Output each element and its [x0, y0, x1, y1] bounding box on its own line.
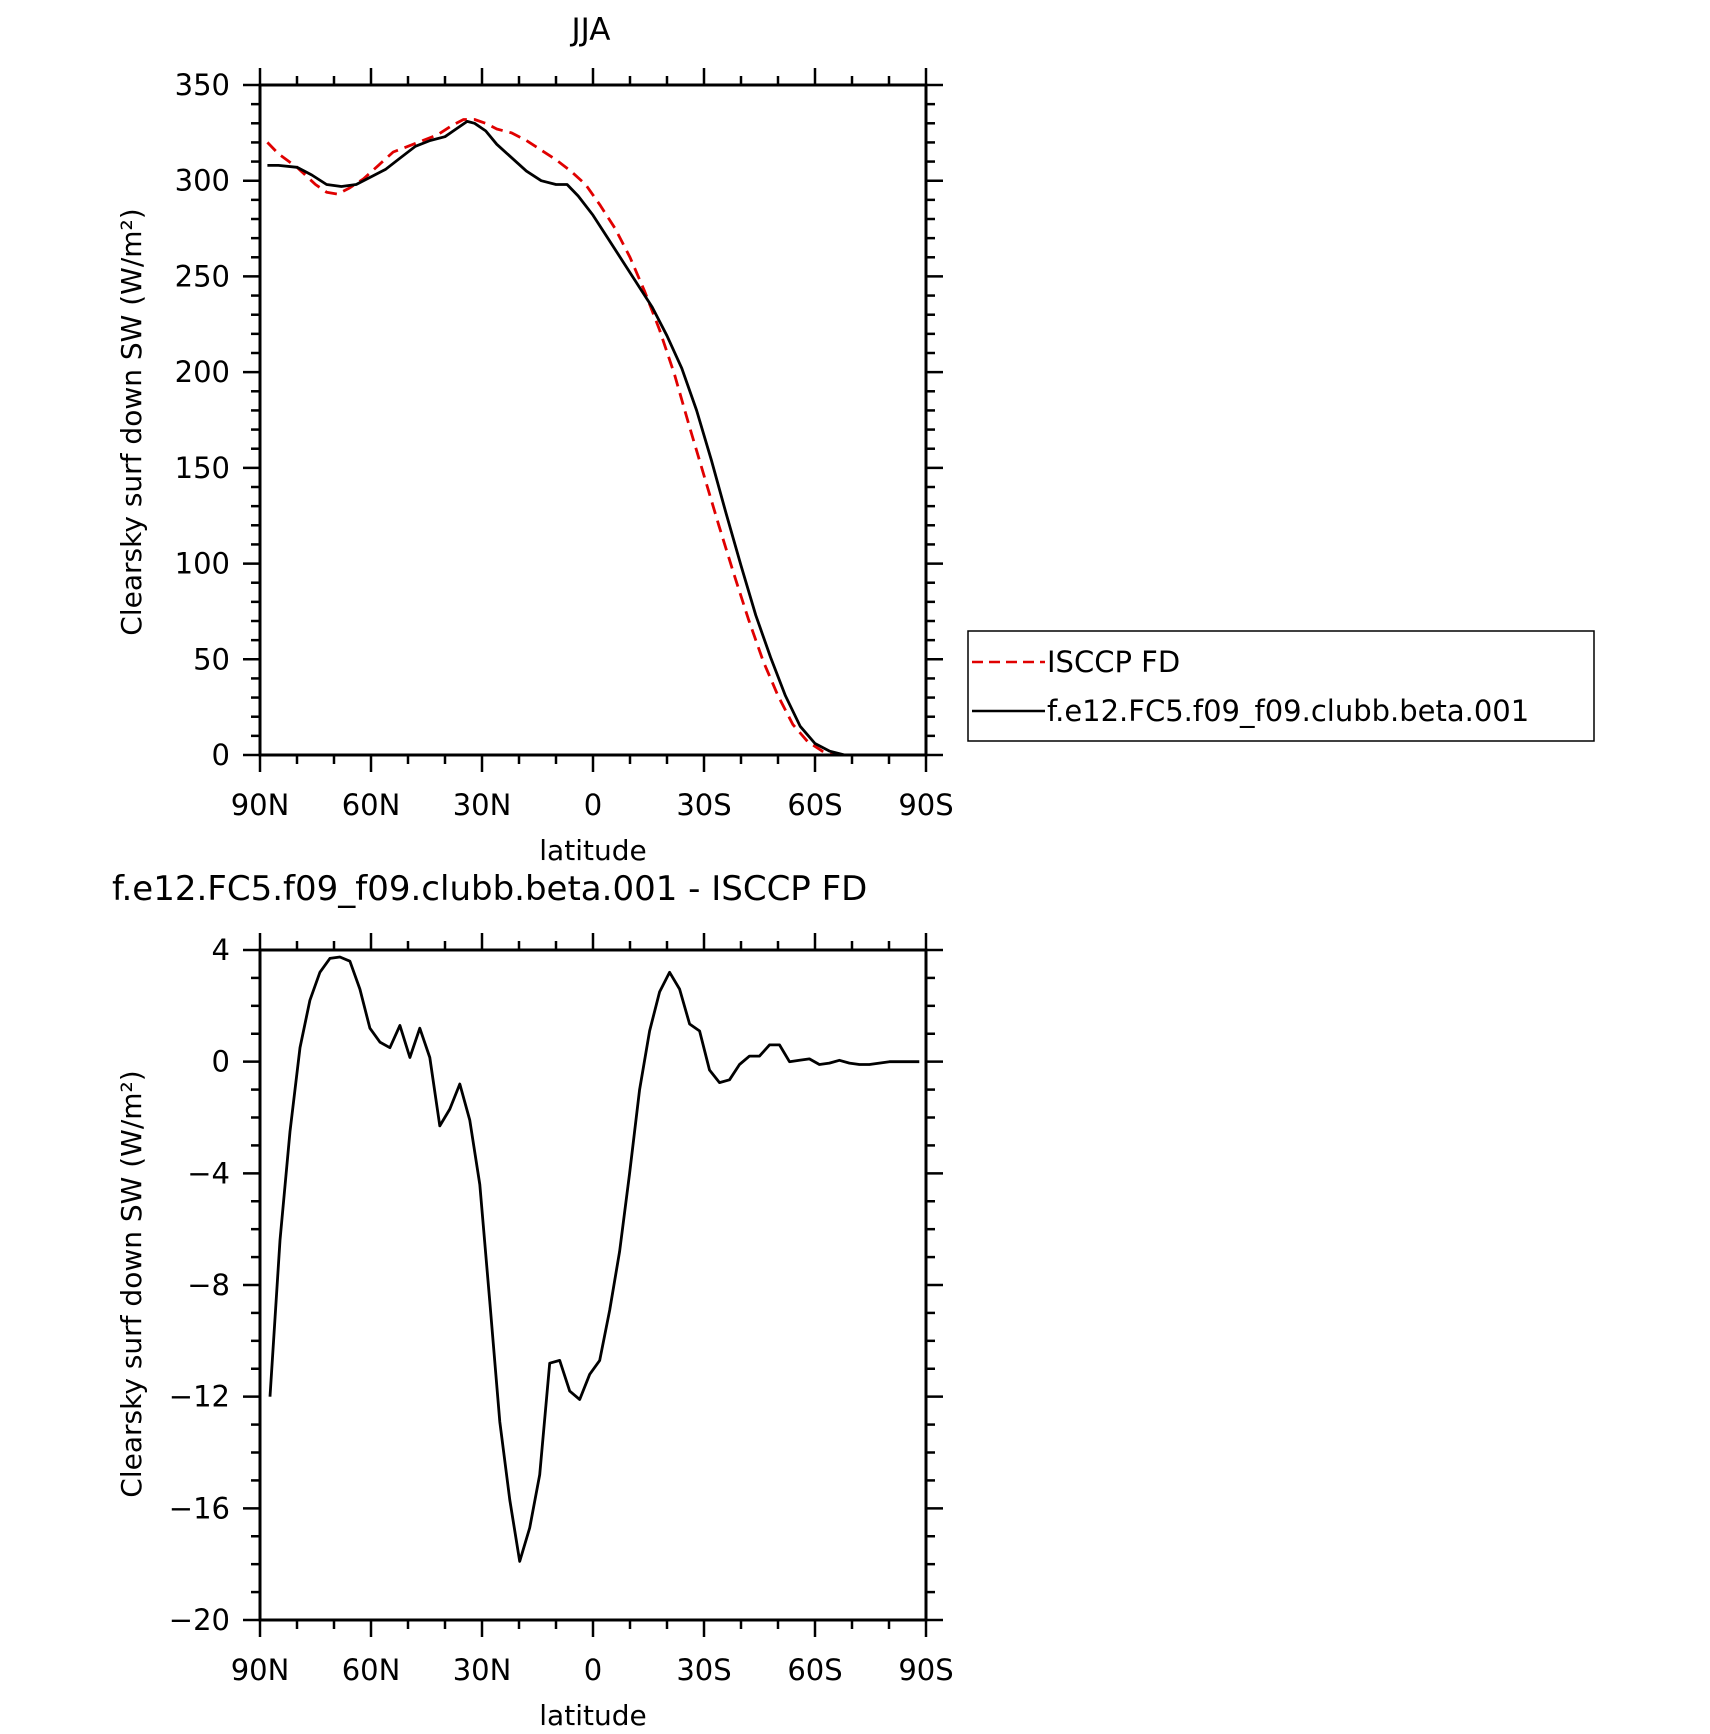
- y-tick-label: −8: [187, 1268, 230, 1302]
- y-tick-label: −4: [187, 1156, 230, 1190]
- x-tick-label: 60N: [342, 1653, 401, 1687]
- x-tick-label: 0: [584, 1653, 602, 1687]
- y-tick-label: −12: [169, 1380, 230, 1414]
- line-series-isccp-fd: [266, 118, 919, 757]
- x-tick-label: 90N: [231, 788, 290, 822]
- bottom-chart-panel: f.e12.FC5.f09_f09.clubb.beta.001 - ISCCP…: [112, 869, 954, 1732]
- top-chart-title: JJA: [570, 12, 611, 48]
- top-chart-panel: JJA Clearsky surf down SW (W/m²) 90N 60N 3…: [115, 12, 954, 867]
- x-tick-label: 30S: [676, 1653, 731, 1687]
- bottom-y-axis-label-group: Clearsky surf down SW (W/m²): [115, 1070, 148, 1497]
- x-tick-label: 90S: [898, 1653, 953, 1687]
- top-y-axis-label: Clearsky surf down SW (W/m²): [115, 208, 148, 635]
- legend: ISCCP FD f.e12.FC5.f09_f09.clubb.beta.00…: [967, 630, 1595, 742]
- y-tick-label: −16: [169, 1491, 230, 1525]
- bottom-axis-ticks: [243, 933, 943, 1637]
- y-tick-label: 4: [212, 933, 230, 967]
- y-tick-label: −20: [169, 1603, 230, 1637]
- x-tick-label: 30N: [453, 788, 512, 822]
- bottom-tick-labels: 90N 60N 30N 0 30S 60S 90S −20 −16 −12 −8 −4 0 4: [169, 933, 954, 1687]
- y-tick-label: 150: [175, 451, 230, 485]
- y-tick-label: 300: [175, 164, 230, 198]
- top-axis-ticks: [243, 68, 943, 772]
- x-tick-label: 60S: [787, 1653, 842, 1687]
- line-series-clubb-model: [267, 120, 919, 757]
- y-tick-label: 0: [212, 1045, 230, 1079]
- x-tick-label: 90N: [231, 1653, 290, 1687]
- legend-label-isccp: ISCCP FD: [1047, 645, 1180, 679]
- line-series-difference: [268, 955, 920, 1563]
- y-tick-label: 200: [175, 355, 230, 389]
- bottom-x-axis-label: latitude: [539, 1699, 646, 1732]
- x-tick-label: 0: [584, 788, 602, 822]
- y-tick-label: 0: [212, 738, 230, 772]
- y-tick-label: 50: [193, 642, 230, 676]
- x-tick-label: 60S: [787, 788, 842, 822]
- y-tick-label: 350: [175, 68, 230, 102]
- bottom-series-group: [268, 955, 920, 1563]
- bottom-plot-frame: [258, 948, 928, 1622]
- y-tick-label: 100: [175, 547, 230, 581]
- top-plot-frame: [258, 83, 928, 757]
- legend-label-model: f.e12.FC5.f09_f09.clubb.beta.001: [1047, 694, 1529, 728]
- bottom-chart-title: f.e12.FC5.f09_f09.clubb.beta.001 - ISCCP…: [112, 869, 867, 909]
- x-tick-label: 90S: [898, 788, 953, 822]
- bottom-y-axis-label: Clearsky surf down SW (W/m²): [115, 1070, 148, 1497]
- x-tick-label: 60N: [342, 788, 401, 822]
- top-series-group: [266, 118, 919, 757]
- x-tick-label: 30S: [676, 788, 731, 822]
- top-x-axis-label: latitude: [539, 834, 646, 867]
- y-tick-label: 250: [175, 259, 230, 293]
- top-y-axis-label-group: Clearsky surf down SW (W/m²): [115, 208, 148, 635]
- top-tick-labels: 90N 60N 30N 0 30S 60S 90S 0 50 100 150 200 250 300 350: [175, 68, 954, 822]
- legend-box: [967, 630, 1595, 742]
- x-tick-label: 30N: [453, 1653, 512, 1687]
